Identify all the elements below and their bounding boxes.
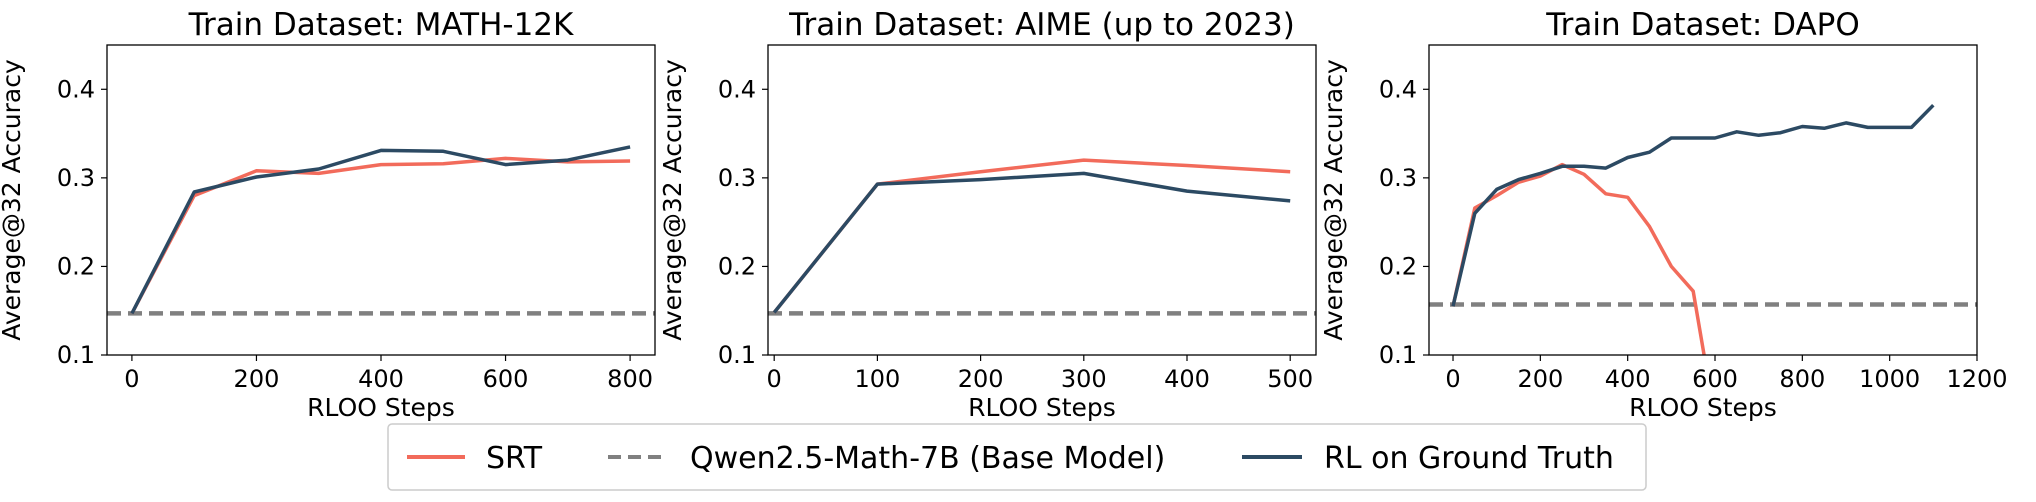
y-tick-label: 0.4 (1379, 75, 1417, 103)
y-tick-label: 0.3 (718, 164, 756, 192)
legend-frame (387, 423, 1647, 491)
y-tick-label: 0.1 (1379, 341, 1417, 369)
series-line-srt (130, 156, 631, 315)
x-tick-label: 300 (1061, 365, 1107, 393)
series-line-srt (772, 158, 1291, 314)
y-axis-label: Average@32 Accuracy (1319, 59, 1348, 341)
chart-title: Train Dataset: AIME (up to 2023) (788, 7, 1295, 43)
x-tick-label: 400 (1605, 365, 1651, 393)
x-tick-label: 1200 (1946, 365, 2007, 393)
y-tick-label: 0.4 (57, 75, 95, 103)
x-tick-label: 400 (1164, 365, 1210, 393)
x-tick-label: 400 (358, 365, 404, 393)
x-tick-label: 500 (1267, 365, 1313, 393)
x-tick-label: 100 (854, 365, 900, 393)
x-tick-label: 200 (958, 365, 1004, 393)
x-axis-label: RLOO Steps (1629, 393, 1777, 422)
y-tick-label: 0.2 (57, 252, 95, 280)
x-tick-label: 0 (1445, 365, 1460, 393)
x-axis-label: RLOO Steps (968, 393, 1116, 422)
x-tick-label: 600 (1692, 365, 1738, 393)
plot-frame (106, 44, 656, 356)
series-line-rl-on-ground-truth (772, 171, 1291, 314)
plot-frame (767, 44, 1317, 356)
plot-frame (1428, 44, 1978, 356)
x-tick-label: 1000 (1859, 365, 1920, 393)
x-tick-label: 200 (1517, 365, 1563, 393)
legend-label-srt: SRT (486, 441, 543, 476)
y-axis-label: Average@32 Accuracy (0, 59, 26, 341)
chart-panel-1: Train Dataset: MATH-12K 0 200 400 600 800 0.1 0… (0, 7, 656, 422)
chart-title: Train Dataset: DAPO (1545, 7, 1860, 43)
y-tick-label: 0.1 (718, 341, 756, 369)
y-tick-label: 0.4 (718, 75, 756, 103)
chart-panel-2: Train Dataset: AIME (up to 2023) 0 100 200 3… (658, 7, 1317, 422)
legend-label-rl-ground-truth: RL on Ground Truth (1324, 441, 1614, 476)
y-tick-label: 0.3 (1379, 164, 1417, 192)
series-line-rl-on-ground-truth (130, 145, 631, 315)
x-axis-label: RLOO Steps (307, 393, 455, 422)
chart-panel-3: Train Dataset: DAPO 0 200 400 600 800 1000 1200… (1319, 7, 2008, 422)
legend: SRT Qwen2.5-Math-7B (Base Model) RL on G… (387, 423, 1647, 491)
series-line-srt (1451, 162, 1706, 355)
y-tick-label: 0.2 (718, 252, 756, 280)
chart-title: Train Dataset: MATH-12K (188, 7, 574, 43)
chart-panels: Train Dataset: MATH-12K 0 200 400 600 800 0.1 0… (0, 7, 2008, 422)
y-tick-label: 0.2 (1379, 252, 1417, 280)
series-line-rl-on-ground-truth (1451, 103, 1935, 307)
x-tick-label: 600 (483, 365, 529, 393)
x-tick-label: 0 (767, 365, 782, 393)
x-tick-label: 800 (607, 365, 653, 393)
y-tick-label: 0.1 (57, 341, 95, 369)
x-tick-label: 800 (1779, 365, 1825, 393)
x-tick-label: 200 (234, 365, 280, 393)
y-tick-label: 0.3 (57, 164, 95, 192)
y-axis-label: Average@32 Accuracy (658, 59, 687, 341)
legend-label-base-model: Qwen2.5-Math-7B (Base Model) (690, 441, 1165, 476)
x-tick-label: 0 (124, 365, 139, 393)
